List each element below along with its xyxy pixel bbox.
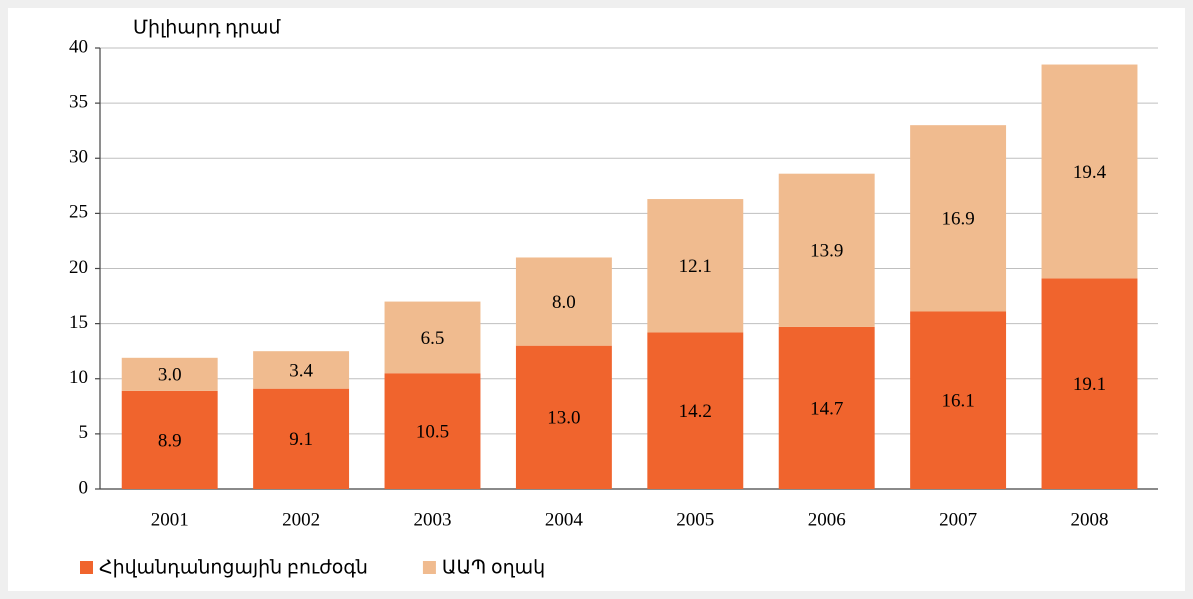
bar-segment (910, 311, 1007, 489)
x-tick-label: 2004 (545, 509, 584, 530)
y-tick-label: 20 (69, 257, 88, 278)
legend-swatch (80, 561, 93, 574)
x-tick-label: 2005 (676, 509, 714, 530)
data-label: 3.4 (289, 360, 313, 381)
data-label: 13.0 (547, 408, 580, 429)
legend-label: Հիվանդանոցային բուժօգն (99, 557, 368, 578)
data-label: 9.1 (289, 429, 313, 450)
y-tick-label: 15 (69, 312, 88, 333)
bar-segment (384, 301, 481, 374)
data-label: 12.1 (679, 256, 712, 277)
bar-segment (1041, 64, 1138, 279)
data-label: 19.1 (1073, 374, 1106, 395)
bar-segment (647, 199, 744, 333)
bar-segment (647, 332, 744, 489)
y-tick-label: 0 (79, 477, 89, 498)
data-label: 3.0 (158, 365, 182, 386)
bar-segment (1041, 278, 1138, 489)
data-label: 19.4 (1073, 162, 1107, 183)
x-tick-label: 2006 (808, 509, 846, 530)
y-tick-label: 35 (69, 91, 88, 112)
x-tick-label: 2002 (282, 509, 320, 530)
legend-swatch (422, 561, 436, 574)
bar-segment (515, 257, 612, 346)
x-tick-label: 2007 (939, 509, 977, 530)
bar-segment (121, 357, 218, 391)
bar-segment (778, 326, 875, 489)
x-tick-label: 2008 (1071, 509, 1109, 530)
y-tick-label: 10 (69, 367, 88, 388)
bar-segment (384, 373, 481, 489)
y-tick-label: 40 (69, 36, 88, 57)
data-label: 8.9 (158, 430, 182, 451)
bar-segment (253, 388, 350, 489)
y-tick-label: 25 (69, 202, 88, 223)
data-label: 14.2 (679, 401, 712, 422)
x-tick-label: 2001 (151, 509, 189, 530)
x-tick-label: 2003 (414, 509, 452, 530)
y-tick-label: 5 (79, 422, 89, 443)
bar-segment (910, 125, 1007, 312)
data-label: 16.1 (941, 391, 974, 412)
y-tick-label: 30 (69, 147, 88, 168)
bar-segment (778, 173, 875, 327)
data-label: 10.5 (416, 421, 449, 442)
data-label: 14.7 (810, 398, 843, 419)
bar-segment (515, 345, 612, 489)
legend-label: ԱԱՊ օղակ (442, 557, 545, 578)
data-label: 13.9 (810, 241, 843, 262)
data-label: 6.5 (421, 328, 445, 349)
bar-segment (121, 390, 218, 489)
data-label: 16.9 (941, 209, 974, 230)
bar-segment (253, 351, 350, 389)
data-label: 8.0 (552, 292, 576, 313)
y-axis-label: Միլիարդ դրամ (133, 17, 281, 38)
